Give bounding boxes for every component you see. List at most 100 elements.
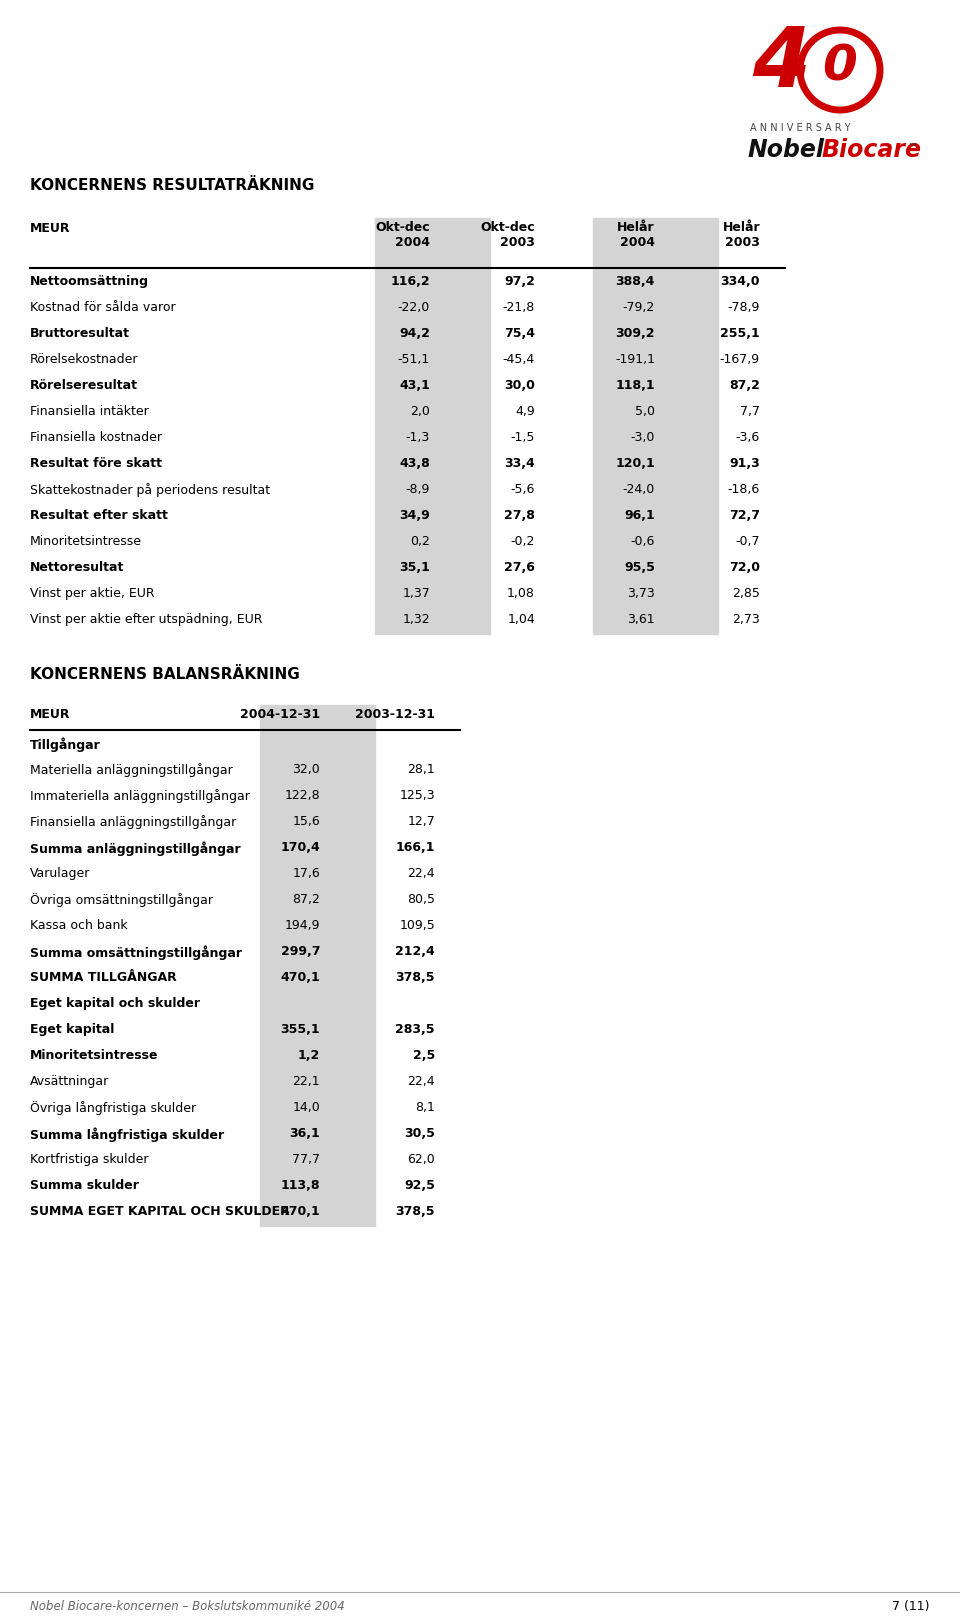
Text: Kostnad för sålda varor: Kostnad för sålda varor xyxy=(30,301,176,314)
Text: Vinst per aktie, EUR: Vinst per aktie, EUR xyxy=(30,588,155,601)
Text: -18,6: -18,6 xyxy=(728,482,760,495)
Text: 194,9: 194,9 xyxy=(284,920,320,933)
Text: MEUR: MEUR xyxy=(30,222,70,235)
Text: 1,08: 1,08 xyxy=(507,588,535,601)
Text: 2,85: 2,85 xyxy=(732,588,760,601)
Text: 2,0: 2,0 xyxy=(410,405,430,418)
Text: 22,4: 22,4 xyxy=(407,868,435,881)
Text: 34,9: 34,9 xyxy=(399,508,430,521)
Text: Minoritetsintresse: Minoritetsintresse xyxy=(30,1049,158,1062)
Text: Immateriella anläggningstillgångar: Immateriella anläggningstillgångar xyxy=(30,788,250,803)
Text: KONCERNENS BALANSRÄKNING: KONCERNENS BALANSRÄKNING xyxy=(30,667,300,682)
Text: 120,1: 120,1 xyxy=(615,457,655,470)
Text: MEUR: MEUR xyxy=(30,708,70,720)
Text: 80,5: 80,5 xyxy=(407,894,435,907)
Text: 0,2: 0,2 xyxy=(410,534,430,547)
Text: 14,0: 14,0 xyxy=(292,1101,320,1114)
Text: 12,7: 12,7 xyxy=(407,814,435,827)
Text: Nobel Biocare-koncernen – Bokslutskommuniké 2004: Nobel Biocare-koncernen – Bokslutskommun… xyxy=(30,1600,345,1613)
Text: 4: 4 xyxy=(752,23,810,104)
Text: 125,3: 125,3 xyxy=(399,788,435,801)
Text: Eget kapital: Eget kapital xyxy=(30,1023,114,1036)
Text: -1,3: -1,3 xyxy=(406,431,430,444)
Text: 92,5: 92,5 xyxy=(404,1179,435,1192)
Text: Minoritetsintresse: Minoritetsintresse xyxy=(30,534,142,547)
Text: 95,5: 95,5 xyxy=(624,562,655,575)
Text: Finansiella anläggningstillgångar: Finansiella anläggningstillgångar xyxy=(30,814,236,829)
Text: 378,5: 378,5 xyxy=(396,971,435,984)
Text: 87,2: 87,2 xyxy=(292,894,320,907)
Text: 43,8: 43,8 xyxy=(399,457,430,470)
Text: Avsättningar: Avsättningar xyxy=(30,1075,109,1088)
Text: Skattekostnader på periodens resultat: Skattekostnader på periodens resultat xyxy=(30,482,270,497)
Text: 109,5: 109,5 xyxy=(399,920,435,933)
Text: Övriga långfristiga skulder: Övriga långfristiga skulder xyxy=(30,1101,196,1115)
Text: Eget kapital och skulder: Eget kapital och skulder xyxy=(30,997,200,1010)
Text: 3,61: 3,61 xyxy=(628,614,655,627)
Text: -191,1: -191,1 xyxy=(615,353,655,366)
Text: Bruttoresultat: Bruttoresultat xyxy=(30,327,130,340)
Bar xyxy=(260,704,375,1226)
Text: 1,2: 1,2 xyxy=(298,1049,320,1062)
Text: 212,4: 212,4 xyxy=(396,945,435,958)
Text: Summa omsättningstillgångar: Summa omsättningstillgångar xyxy=(30,945,242,960)
Text: 72,0: 72,0 xyxy=(729,562,760,575)
Text: 1,37: 1,37 xyxy=(402,588,430,601)
Text: 0: 0 xyxy=(823,44,857,91)
Text: 75,4: 75,4 xyxy=(504,327,535,340)
Text: Rörelseresultat: Rörelseresultat xyxy=(30,379,138,392)
Text: 43,1: 43,1 xyxy=(399,379,430,392)
Text: 255,1: 255,1 xyxy=(720,327,760,340)
Text: Summa långfristiga skulder: Summa långfristiga skulder xyxy=(30,1127,224,1141)
Text: 77,7: 77,7 xyxy=(292,1153,320,1166)
Bar xyxy=(375,219,490,635)
Text: Nettoomsättning: Nettoomsättning xyxy=(30,275,149,288)
Text: Kassa och bank: Kassa och bank xyxy=(30,920,128,933)
Text: -5,6: -5,6 xyxy=(511,482,535,495)
Text: 2004: 2004 xyxy=(620,236,655,249)
Text: 2003-12-31: 2003-12-31 xyxy=(355,708,435,720)
Text: 96,1: 96,1 xyxy=(624,508,655,521)
Text: 2003: 2003 xyxy=(500,236,535,249)
Text: -22,0: -22,0 xyxy=(397,301,430,314)
Text: 283,5: 283,5 xyxy=(396,1023,435,1036)
Text: 116,2: 116,2 xyxy=(391,275,430,288)
Text: -51,1: -51,1 xyxy=(397,353,430,366)
Text: 8,1: 8,1 xyxy=(415,1101,435,1114)
Text: 22,1: 22,1 xyxy=(293,1075,320,1088)
Text: 7,7: 7,7 xyxy=(740,405,760,418)
Text: Helår: Helår xyxy=(722,222,760,235)
Text: Resultat före skatt: Resultat före skatt xyxy=(30,457,162,470)
Text: 113,8: 113,8 xyxy=(280,1179,320,1192)
Text: 5,0: 5,0 xyxy=(635,405,655,418)
Text: Summa anläggningstillgångar: Summa anläggningstillgångar xyxy=(30,840,241,855)
Text: Okt-dec: Okt-dec xyxy=(480,222,535,235)
Text: 2,5: 2,5 xyxy=(413,1049,435,1062)
Text: ™: ™ xyxy=(908,141,918,151)
Text: 27,8: 27,8 xyxy=(504,508,535,521)
Text: 470,1: 470,1 xyxy=(280,971,320,984)
Text: -3,0: -3,0 xyxy=(631,431,655,444)
Text: Rörelsekostnader: Rörelsekostnader xyxy=(30,353,138,366)
Text: 2004: 2004 xyxy=(395,236,430,249)
Text: Materiella anläggningstillgångar: Materiella anläggningstillgångar xyxy=(30,763,232,777)
Text: -0,7: -0,7 xyxy=(735,534,760,547)
Text: Okt-dec: Okt-dec xyxy=(375,222,430,235)
Text: 28,1: 28,1 xyxy=(407,763,435,776)
Text: 33,4: 33,4 xyxy=(504,457,535,470)
Text: 30,5: 30,5 xyxy=(404,1127,435,1140)
Text: 2003: 2003 xyxy=(725,236,760,249)
Text: -8,9: -8,9 xyxy=(406,482,430,495)
Text: 299,7: 299,7 xyxy=(280,945,320,958)
Text: -45,4: -45,4 xyxy=(503,353,535,366)
Text: 309,2: 309,2 xyxy=(615,327,655,340)
Text: 4,9: 4,9 xyxy=(516,405,535,418)
Text: 166,1: 166,1 xyxy=(396,840,435,853)
Text: -0,6: -0,6 xyxy=(631,534,655,547)
Text: Varulager: Varulager xyxy=(30,868,90,881)
Text: -0,2: -0,2 xyxy=(511,534,535,547)
Text: 122,8: 122,8 xyxy=(284,788,320,801)
Text: Övriga omsättningstillgångar: Övriga omsättningstillgångar xyxy=(30,894,213,907)
Text: -79,2: -79,2 xyxy=(623,301,655,314)
Text: 27,6: 27,6 xyxy=(504,562,535,575)
